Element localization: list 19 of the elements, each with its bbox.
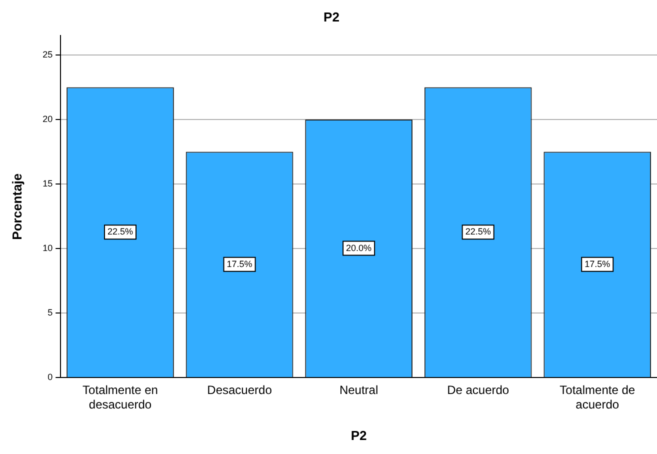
data-label: 22.5% <box>465 226 491 237</box>
x-tick-label: Totalmente en desacuerdo <box>82 383 158 412</box>
data-label: 20.0% <box>346 242 372 253</box>
data-label: 17.5% <box>584 258 610 269</box>
y-tick-label: 25 <box>42 49 53 60</box>
x-axis-title: P2 <box>350 428 367 443</box>
x-tick-label: Desacuerdo <box>207 383 272 398</box>
y-tick-label: 10 <box>42 243 53 254</box>
x-tick-label: Totalmente de acuerdo <box>560 383 636 412</box>
y-tick-label: 20 <box>42 114 53 124</box>
x-tick-label: De acuerdo <box>447 383 510 398</box>
chart-title: P2 <box>324 9 340 24</box>
y-tick-label: 0 <box>48 372 53 382</box>
y-axis-title: Porcentaje <box>9 173 24 240</box>
data-label: 17.5% <box>226 258 252 269</box>
x-tick-label: Neutral <box>339 383 378 398</box>
y-tick-label: 5 <box>48 308 53 318</box>
y-tick-label: 15 <box>42 178 53 188</box>
data-label: 22.5% <box>107 226 134 237</box>
